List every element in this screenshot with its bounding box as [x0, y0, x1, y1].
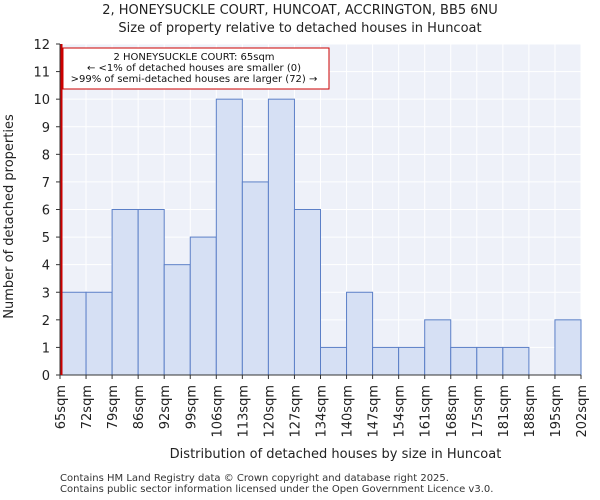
x-tick-label: 181sqm	[497, 385, 512, 438]
histogram-bar	[163, 264, 191, 376]
annotation-text: 2 HONEYSUCKLE COURT: 65sqm	[113, 52, 274, 63]
x-tick-label: 92sqm	[158, 385, 173, 429]
histogram-bar	[137, 209, 165, 376]
x-tick-label: 161sqm	[419, 385, 434, 438]
x-tick-label: 106sqm	[210, 385, 225, 438]
x-tick-label: 175sqm	[471, 385, 486, 438]
y-tick-label: 1	[42, 341, 50, 356]
y-tick-label: 8	[42, 148, 50, 163]
histogram-bar	[502, 346, 530, 376]
histogram-bar	[450, 346, 478, 376]
histogram-bar	[241, 181, 269, 376]
histogram-bar	[267, 98, 295, 376]
x-tick-label: 99sqm	[184, 385, 199, 429]
y-axis-label: Number of detached properties	[2, 114, 17, 319]
x-tick-label: 134sqm	[315, 385, 330, 438]
y-tick-label: 2	[42, 314, 50, 329]
annotation-text: >99% of semi-detached houses are larger …	[71, 74, 318, 85]
x-tick-label: 127sqm	[288, 385, 303, 438]
chart-title-address: 2, HONEYSUCKLE COURT, HUNCOAT, ACCRINGTO…	[102, 3, 498, 18]
x-tick-label: 86sqm	[132, 385, 147, 429]
x-tick-label: 65sqm	[54, 385, 69, 429]
x-tick-label: 79sqm	[106, 385, 121, 429]
y-tick-label: 11	[33, 66, 50, 81]
y-tick-label: 10	[33, 93, 50, 108]
y-tick-label: 9	[42, 121, 50, 136]
y-tick-label: 0	[42, 369, 50, 384]
y-tick-label: 7	[42, 176, 50, 191]
x-tick-label: 113sqm	[236, 385, 251, 438]
histogram-bar	[476, 346, 504, 376]
x-tick-label: 120sqm	[262, 385, 277, 438]
x-tick-label: 72sqm	[80, 385, 95, 429]
annotation-box	[62, 47, 330, 90]
histogram-bar	[215, 98, 243, 376]
chart-subtitle: Size of property relative to detached ho…	[118, 21, 482, 36]
x-tick-label: 140sqm	[341, 385, 356, 438]
y-tick-label: 12	[33, 38, 50, 53]
x-tick-label: 202sqm	[575, 385, 590, 438]
histogram-bar	[346, 291, 374, 376]
histogram-bar	[293, 209, 322, 376]
histogram-bar	[424, 319, 452, 376]
histogram-bar	[85, 291, 113, 376]
annotation-text: ← <1% of detached houses are smaller (0)	[87, 63, 301, 74]
y-tick-label: 4	[42, 259, 50, 274]
histogram-bar	[320, 346, 348, 376]
x-tick-label: 154sqm	[393, 385, 408, 438]
histogram-bar	[554, 319, 582, 376]
histogram-bar	[398, 346, 426, 376]
x-tick-label: 195sqm	[549, 385, 564, 438]
x-tick-label: 147sqm	[367, 385, 382, 438]
histogram-bar	[189, 236, 217, 376]
x-tick-label: 168sqm	[445, 385, 460, 438]
histogram-bar	[372, 346, 400, 376]
x-axis-label: Distribution of detached houses by size …	[170, 447, 502, 462]
histogram-bar	[111, 209, 139, 376]
y-tick-label: 5	[42, 231, 50, 246]
y-tick-label: 3	[42, 286, 50, 301]
histogram-bar	[59, 291, 87, 376]
y-tick-label: 6	[42, 204, 50, 219]
x-tick-label: 188sqm	[523, 385, 538, 438]
footer-licence: Contains public sector information licen…	[60, 484, 494, 495]
footer-copyright: Contains HM Land Registry data © Crown c…	[60, 473, 449, 484]
